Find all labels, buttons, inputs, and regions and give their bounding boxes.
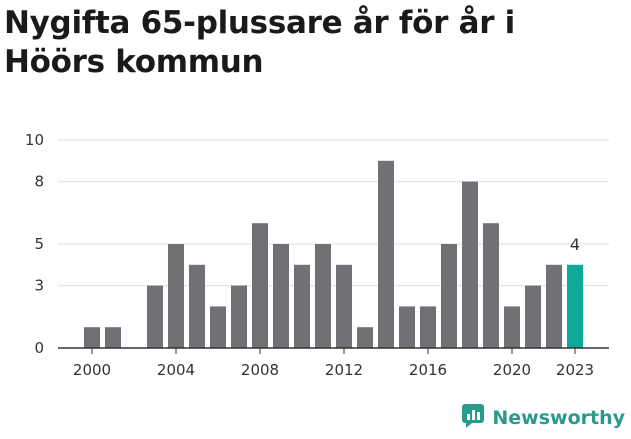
newsworthy-logo-icon: [461, 403, 487, 433]
bar-2011: [315, 244, 331, 348]
bar-2005: [189, 264, 205, 348]
y-tick-label: 3: [34, 277, 44, 295]
bar-2020: [504, 306, 520, 348]
bar-2023: [567, 264, 583, 348]
data-labels: 4: [570, 235, 580, 254]
bar-2021: [525, 285, 541, 348]
x-tick-label: 2012: [325, 361, 363, 379]
bar-2006: [210, 306, 226, 348]
x-tick-label: 2020: [493, 361, 531, 379]
brand-name: Newsworthy: [492, 407, 625, 429]
x-tick-label: 2000: [73, 361, 111, 379]
bar-2000: [84, 327, 100, 348]
axes: 0 3 5 8 10 2000 2004 2008 2012 2016 2020 2023: [25, 131, 609, 379]
bar-2003: [147, 285, 163, 348]
chart-title: Nygifta 65-plussare år för år i Höörs ko…: [4, 5, 515, 80]
bar-2015: [399, 306, 415, 348]
bar-2019: [483, 223, 499, 348]
y-tick-label: 5: [34, 235, 44, 253]
x-tick-label: 2023: [556, 361, 594, 379]
bar-2010: [294, 264, 310, 348]
bar-2007: [231, 285, 247, 348]
bar-2004: [168, 244, 184, 348]
bar-2017: [441, 244, 457, 348]
y-tick-label: 10: [25, 131, 44, 149]
bars: [84, 160, 583, 348]
data-label-2023: 4: [570, 235, 580, 254]
y-tick-label: 0: [34, 339, 44, 357]
x-tick-label: 2008: [241, 361, 279, 379]
bar-2008: [252, 223, 268, 348]
x-tick-label: 2004: [157, 361, 195, 379]
x-tick-label: 2016: [409, 361, 447, 379]
brand-logo: Newsworthy: [461, 403, 625, 433]
gridlines: [58, 139, 609, 287]
bar-2009: [273, 244, 289, 348]
bar-2022: [546, 264, 562, 348]
bar-2018: [462, 181, 478, 348]
bar-2016: [420, 306, 436, 348]
y-tick-label: 8: [34, 173, 44, 191]
bar-2014: [378, 160, 394, 348]
bar-2012: [336, 264, 352, 348]
bar-2001: [105, 327, 121, 348]
bar-2013: [357, 327, 373, 348]
